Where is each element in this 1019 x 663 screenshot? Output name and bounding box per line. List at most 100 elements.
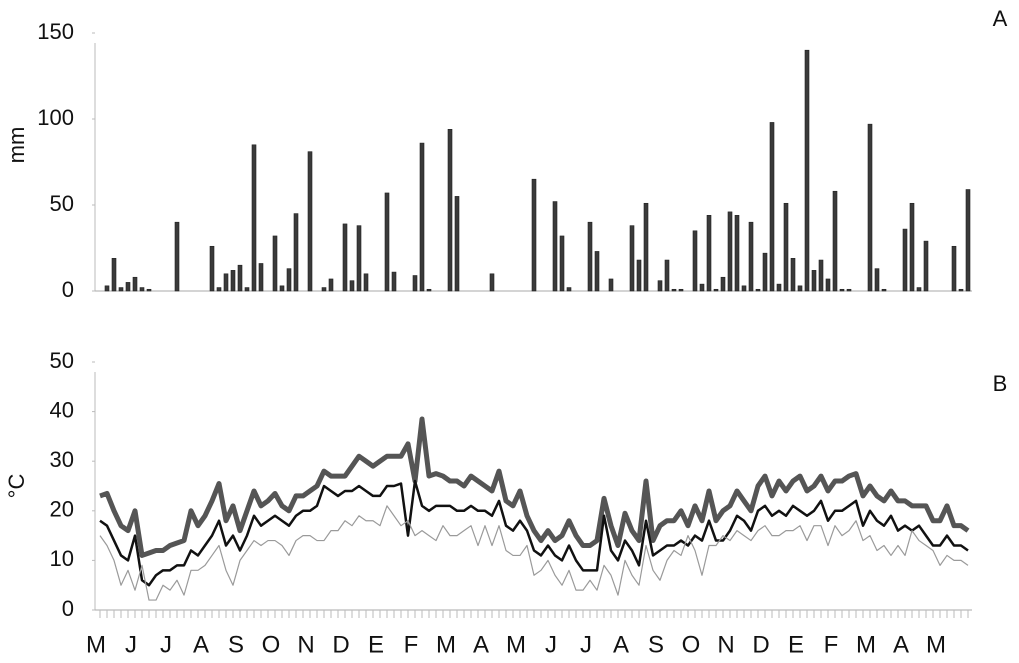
bar — [664, 259, 670, 292]
bar — [391, 271, 397, 292]
y-tick-label: 0 — [62, 277, 74, 302]
bar — [356, 225, 362, 292]
x-tick-label: F — [404, 631, 419, 658]
bar — [552, 201, 558, 292]
x-tick-label: A — [893, 631, 909, 658]
bar — [307, 151, 313, 292]
bar — [104, 285, 110, 292]
x-tick-label: S — [228, 631, 244, 658]
bar — [412, 275, 418, 292]
bar — [419, 142, 425, 292]
bar — [881, 288, 887, 292]
bar — [223, 273, 229, 292]
bar — [916, 287, 922, 292]
bar — [230, 270, 236, 292]
bar — [321, 287, 327, 292]
bar — [293, 213, 299, 292]
x-tick-label: N — [297, 631, 314, 658]
bar — [489, 273, 495, 292]
bar — [965, 189, 971, 292]
panel-label: A — [993, 6, 1008, 31]
bar — [748, 221, 754, 292]
y-tick-label: 40 — [50, 397, 74, 422]
x-tick-label: F — [824, 631, 839, 658]
bar — [587, 221, 593, 292]
temperature-line — [99, 505, 969, 601]
bar — [783, 202, 789, 292]
x-tick-label: A — [473, 631, 489, 658]
bar — [909, 202, 915, 292]
bar — [951, 245, 957, 292]
x-tick-label: D — [332, 631, 349, 658]
bar — [706, 215, 712, 292]
y-tick-label: 50 — [50, 191, 74, 216]
x-tick-label: O — [262, 631, 281, 658]
bar — [811, 270, 817, 292]
panel-label: B — [993, 371, 1008, 396]
x-tick-label: M — [926, 631, 946, 658]
bar — [279, 285, 285, 292]
bar — [958, 288, 964, 292]
bar — [209, 245, 215, 292]
bar — [363, 273, 369, 292]
bar — [769, 122, 775, 292]
bar — [139, 287, 145, 292]
bar — [251, 144, 257, 292]
x-tick-label: O — [682, 631, 701, 658]
bar — [832, 190, 838, 292]
bar — [923, 240, 929, 292]
bar — [426, 288, 432, 292]
x-tick-label: J — [545, 631, 557, 658]
bar — [713, 288, 719, 292]
bar — [237, 264, 243, 292]
x-tick-label: M — [86, 631, 106, 658]
bar — [671, 288, 677, 292]
y-axis-label: °C — [4, 474, 29, 499]
bar — [846, 288, 852, 292]
y-tick-label: 30 — [50, 447, 74, 472]
x-tick-label: J — [580, 631, 592, 658]
y-axis-label: mm — [4, 127, 29, 164]
bar — [776, 283, 782, 292]
bar — [174, 221, 180, 292]
bar — [657, 280, 663, 292]
bar — [867, 123, 873, 292]
bar — [328, 278, 334, 292]
bar — [111, 258, 117, 292]
x-tick-label: D — [752, 631, 769, 658]
bar — [692, 230, 698, 292]
bar — [216, 287, 222, 292]
bar — [636, 259, 642, 292]
bar — [258, 263, 264, 292]
bar — [559, 235, 565, 292]
bar — [755, 288, 761, 292]
bar — [678, 288, 684, 292]
bar — [125, 282, 131, 292]
y-tick-label: 10 — [50, 546, 74, 571]
x-tick-label: A — [193, 631, 209, 658]
x-tick-label: M — [506, 631, 526, 658]
bar — [643, 202, 649, 292]
x-tick-label: N — [717, 631, 734, 658]
bar — [244, 287, 250, 292]
bar — [447, 129, 453, 292]
bar — [797, 285, 803, 292]
bar — [531, 178, 537, 292]
bar — [741, 285, 747, 292]
temperature-line — [99, 416, 970, 558]
bar — [566, 287, 572, 292]
bar — [727, 211, 733, 292]
x-tick-label: E — [788, 631, 804, 658]
x-tick-label: J — [160, 631, 172, 658]
y-tick-label: 50 — [50, 348, 74, 373]
bar — [132, 276, 138, 292]
x-tick-label: S — [648, 631, 664, 658]
bar — [594, 251, 600, 292]
bar — [608, 278, 614, 292]
bar — [790, 258, 796, 292]
x-tick-label: M — [436, 631, 456, 658]
y-tick-label: 150 — [37, 19, 74, 44]
x-tick-label: M — [856, 631, 876, 658]
